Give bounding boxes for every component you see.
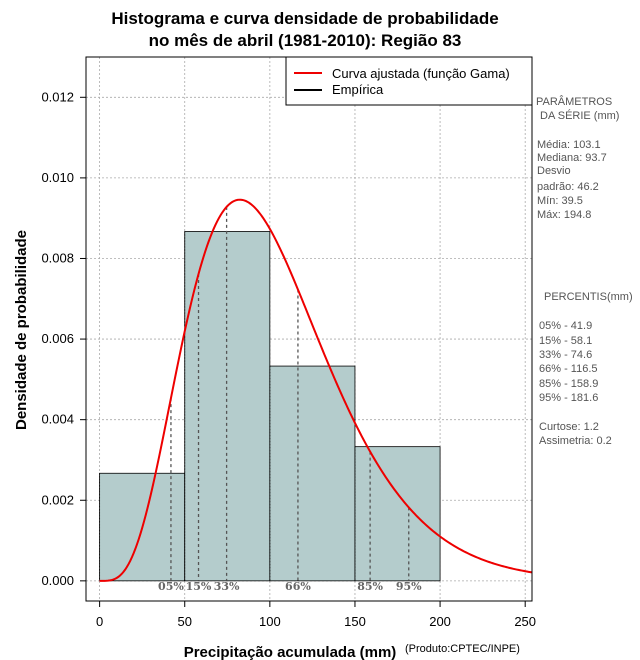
percentil-33: 33% - 74.6	[539, 349, 592, 361]
chart-title-line-1: Histograma e curva densidade de probabil…	[111, 9, 498, 28]
percentile-label-1: 15%	[186, 580, 212, 593]
y-axis-ticks: 0.000 0.002 0.004 0.006 0.008 0.010 0.012	[41, 89, 86, 588]
percentis-title: PERCENTIS(mm)	[544, 291, 633, 303]
x-tick-label-2: 100	[259, 614, 281, 629]
params-title-line-2: DA SÉRIE (mm)	[540, 109, 619, 122]
y-tick-label-3: 0.006	[41, 331, 74, 346]
x-tick-label-0: 0	[96, 614, 103, 629]
legend-label-curve: Curva ajustada (função Gama)	[332, 66, 510, 81]
legend: Curva ajustada (função Gama) Empírica	[285, 56, 533, 106]
percentile-lines	[170, 206, 410, 581]
percentile-labels: 05% 15% 33% 66% 85% 95%	[158, 580, 422, 593]
gamma-fit-curve	[99, 198, 533, 582]
percentil-95: 95% - 181.6	[539, 392, 598, 404]
histogram-bars	[99, 231, 441, 582]
x-axis-ticks: 0 50 100 150 200 250	[96, 601, 536, 629]
assimetria: Assimetria: 0.2	[539, 435, 612, 447]
chart-title-line-2: no mês de abril (1981-2010): Região 83	[149, 31, 462, 50]
param-max: Máx: 194.8	[537, 209, 591, 221]
percentis-panel: PERCENTIS(mm) 05% - 41.9 15% - 58.1 33% …	[539, 291, 633, 447]
percentil-05: 05% - 41.9	[539, 320, 592, 332]
percentil-66: 66% - 116.5	[539, 363, 598, 375]
x-axis-label: Precipitação acumulada (mm)	[184, 644, 397, 660]
param-mediana: Mediana: 93.7	[537, 152, 607, 164]
param-padrao: padrão: 46.2	[537, 181, 599, 193]
percentile-label-5: 95%	[396, 580, 422, 593]
y-tick-label-0: 0.000	[41, 573, 74, 588]
percentil-15: 15% - 58.1	[539, 335, 592, 347]
param-desvio: Desvio	[537, 165, 571, 177]
y-tick-label-5: 0.010	[41, 170, 74, 185]
y-tick-label-1: 0.002	[41, 492, 74, 507]
series-parameters-panel: PARÂMETROS DA SÉRIE (mm) Média: 103.1 Me…	[536, 95, 619, 221]
x-tick-label-4: 200	[429, 614, 451, 629]
percentil-85: 85% - 158.9	[539, 378, 598, 390]
percentile-label-0: 05%	[158, 580, 184, 593]
histogram-bar-2	[269, 365, 356, 582]
x-tick-label-1: 50	[177, 614, 191, 629]
percentile-label-4: 85%	[357, 580, 383, 593]
histogram-bar-3	[354, 446, 441, 582]
y-tick-label-6: 0.012	[41, 89, 74, 104]
y-axis-label: Densidade de probabilidade	[13, 230, 30, 430]
curtose: Curtose: 1.2	[539, 421, 599, 433]
product-credit: (Produto:CPTEC/INPE)	[405, 643, 520, 655]
param-media: Média: 103.1	[537, 139, 601, 151]
legend-box	[285, 56, 533, 106]
x-tick-label-3: 150	[344, 614, 366, 629]
x-tick-label-5: 250	[514, 614, 536, 629]
legend-label-empirica: Empírica	[332, 82, 384, 97]
y-tick-label-2: 0.004	[41, 412, 74, 427]
percentile-label-2: 33%	[214, 580, 240, 593]
histogram-bar-1	[184, 231, 271, 582]
params-title-line-1: PARÂMETROS	[536, 95, 612, 108]
y-tick-label-4: 0.008	[41, 250, 74, 265]
percentile-label-3: 66%	[285, 580, 311, 593]
param-min: Mín: 39.5	[537, 195, 583, 207]
